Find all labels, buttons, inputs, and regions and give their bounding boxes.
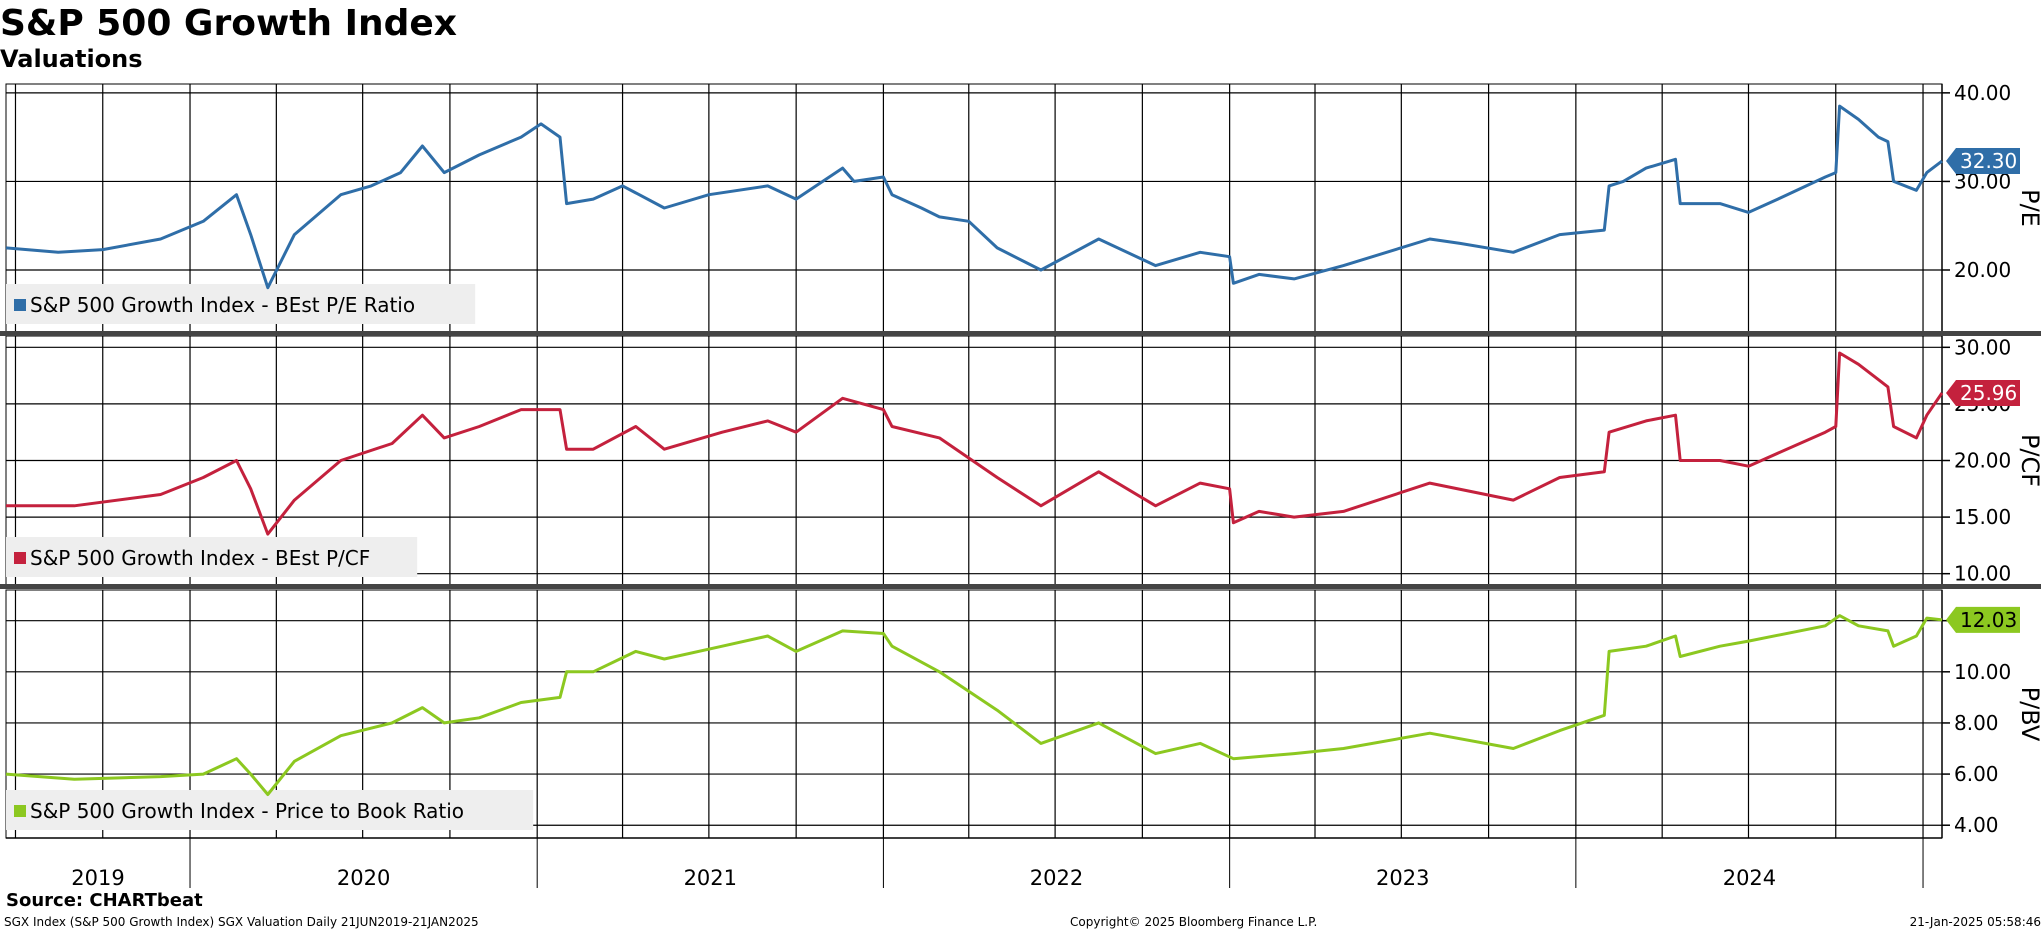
y-tick-label: 6.00 <box>1954 762 1999 786</box>
y-axis-title: P/BV <box>2016 687 2041 742</box>
series-line <box>6 351 1944 536</box>
legend-swatch <box>14 805 26 817</box>
legend-label: S&P 500 Growth Index - BEst P/E Ratio <box>30 293 415 317</box>
source-note: Source: CHARTbeat <box>6 890 203 911</box>
y-tick-label: 4.00 <box>1954 813 1999 837</box>
footer-series-info: SGX Index (S&P 500 Growth Index) SGX Val… <box>4 915 479 929</box>
y-axis-title: P/CF <box>2016 434 2041 487</box>
legend-label: S&P 500 Growth Index - Price to Book Rat… <box>30 799 464 823</box>
footer-copyright: Copyright© 2025 Bloomberg Finance L.P. <box>1070 915 1318 929</box>
x-tick-label: 2021 <box>684 866 737 890</box>
legend-swatch <box>14 299 26 311</box>
chart-subtitle: Valuations <box>0 45 143 73</box>
legend-background <box>6 537 418 577</box>
y-tick-label: 15.00 <box>1954 505 2011 529</box>
last-value-label: 12.03 <box>1960 608 2017 632</box>
series-line <box>5 104 1943 290</box>
last-value-label: 32.30 <box>1960 149 2017 173</box>
legend-label: S&P 500 Growth Index - BEst P/CF <box>30 546 370 570</box>
y-tick-label: 20.00 <box>1954 449 2011 473</box>
y-tick-label: 10.00 <box>1954 660 2011 684</box>
footer-timestamp: 21-Jan-2025 05:58:46 <box>1909 915 2041 929</box>
legend-swatch <box>14 552 26 564</box>
x-tick-label: 2020 <box>337 866 390 890</box>
x-tick-label: 2023 <box>1376 866 1429 890</box>
series-line <box>5 614 1943 796</box>
panel-separator <box>0 331 2041 336</box>
chart-title: S&P 500 Growth Index <box>0 3 458 44</box>
last-value-label: 25.96 <box>1960 381 2017 405</box>
x-tick-label: 2024 <box>1723 866 1776 890</box>
legend-background <box>6 284 476 324</box>
last-value-tag <box>1946 148 2020 175</box>
y-tick-label: 40.00 <box>1954 81 2011 105</box>
x-tick-label: 2022 <box>1030 866 1083 890</box>
y-tick-label: 30.00 <box>1954 335 2011 359</box>
panel-separator <box>0 584 2041 589</box>
y-tick-label: 8.00 <box>1954 711 1999 735</box>
last-value-tag <box>1946 380 2020 407</box>
y-tick-label: 20.00 <box>1954 258 2011 282</box>
y-axis-title: P/E <box>2016 189 2041 227</box>
x-tick-label: 2019 <box>71 866 124 890</box>
legend-background <box>6 790 534 830</box>
y-tick-label: 10.00 <box>1954 562 2011 586</box>
last-value-tag <box>1946 606 2020 633</box>
